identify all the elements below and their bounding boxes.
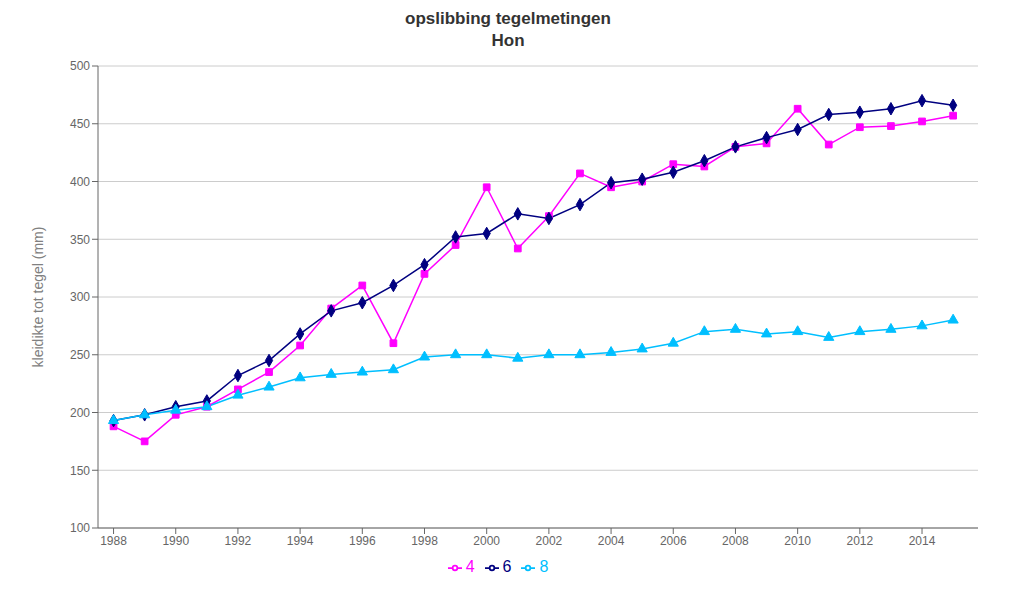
svg-text:250: 250 xyxy=(70,348,90,362)
html-text:4: 4 xyxy=(465,558,475,575)
svg-text:350: 350 xyxy=(70,233,90,247)
svg-text:200: 200 xyxy=(70,406,90,420)
svg-text:1994: 1994 xyxy=(287,534,314,548)
svg-text:150: 150 xyxy=(70,464,90,478)
html-text:8: 8 xyxy=(539,558,549,575)
svg-text:2010: 2010 xyxy=(784,534,811,548)
svg-text:2004: 2004 xyxy=(598,534,625,548)
svg-text:kleidikte tot tegel (mm): kleidikte tot tegel (mm) xyxy=(30,227,46,368)
svg-text:450: 450 xyxy=(70,117,90,131)
svg-text:100: 100 xyxy=(70,521,90,535)
html-text:Hon: Hon xyxy=(491,31,525,50)
html-text:6: 6 xyxy=(502,558,512,575)
svg-text:2006: 2006 xyxy=(660,534,687,548)
svg-text:2012: 2012 xyxy=(846,534,873,548)
svg-text:2008: 2008 xyxy=(722,534,749,548)
svg-text:300: 300 xyxy=(70,290,90,304)
svg-text:1996: 1996 xyxy=(349,534,376,548)
svg-text:500: 500 xyxy=(70,59,90,73)
html-text:opslibbing tegelmetingen: opslibbing tegelmetingen xyxy=(405,9,611,28)
svg-text:2000: 2000 xyxy=(473,534,500,548)
svg-text:1990: 1990 xyxy=(162,534,189,548)
svg-text:1988: 1988 xyxy=(100,534,127,548)
svg-text:2014: 2014 xyxy=(909,534,936,548)
svg-text:2002: 2002 xyxy=(536,534,563,548)
svg-text:1998: 1998 xyxy=(411,534,438,548)
svg-text:400: 400 xyxy=(70,175,90,189)
svg-text:1992: 1992 xyxy=(225,534,252,548)
